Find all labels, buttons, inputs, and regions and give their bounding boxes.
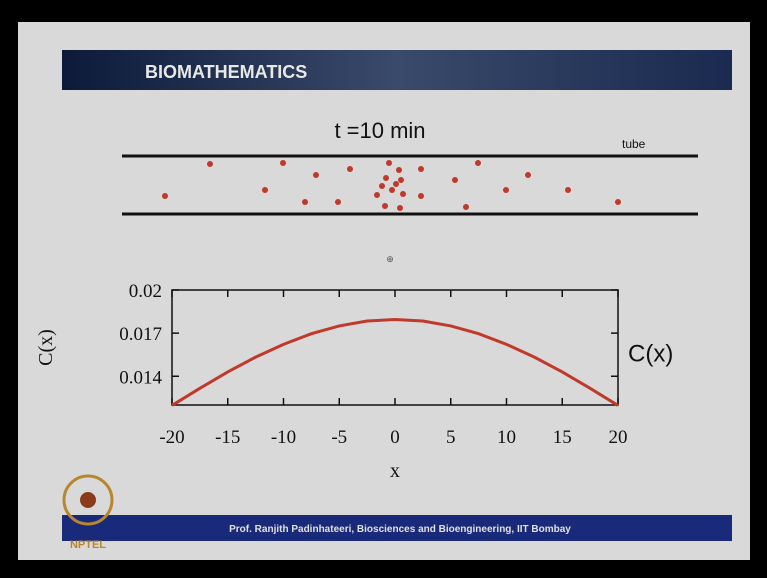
logo-text: NPTEL: [70, 539, 106, 551]
page: BIOMATHEMATICS t =10 min tube ⊕ 0.014 0.0…: [0, 0, 767, 578]
x-tick-label: 15: [553, 427, 572, 448]
footer-text: Prof. Ranjith Padinhateeri, Biosciences …: [229, 524, 571, 535]
y-tick-label: 0.017: [119, 324, 162, 345]
cursor-mark: ⊕: [386, 254, 394, 264]
slide: BIOMATHEMATICS t =10 min tube ⊕ 0.014 0.0…: [0, 0, 767, 578]
x-tick-label: -15: [215, 427, 240, 448]
y-tick-label: 0.014: [119, 367, 162, 388]
header-title: BIOMATHEMATICS: [145, 62, 307, 82]
x-tick-label: -10: [271, 427, 296, 448]
x-axis-label: x: [390, 460, 400, 482]
x-tick-label: -5: [331, 427, 347, 448]
figure-title: t =10 min: [334, 118, 425, 143]
y-axis-label: C(x): [35, 329, 57, 366]
x-tick-label: 5: [446, 427, 456, 448]
y-tick-label: 0.02: [129, 281, 162, 302]
x-tick-label: 10: [497, 427, 516, 448]
tube-label: tube: [622, 137, 646, 151]
x-tick-label: -20: [159, 427, 184, 448]
x-tick-label: 20: [609, 427, 628, 448]
logo-center: [80, 492, 96, 508]
annotation: C(x): [628, 341, 673, 368]
x-tick-label: 0: [390, 427, 400, 448]
